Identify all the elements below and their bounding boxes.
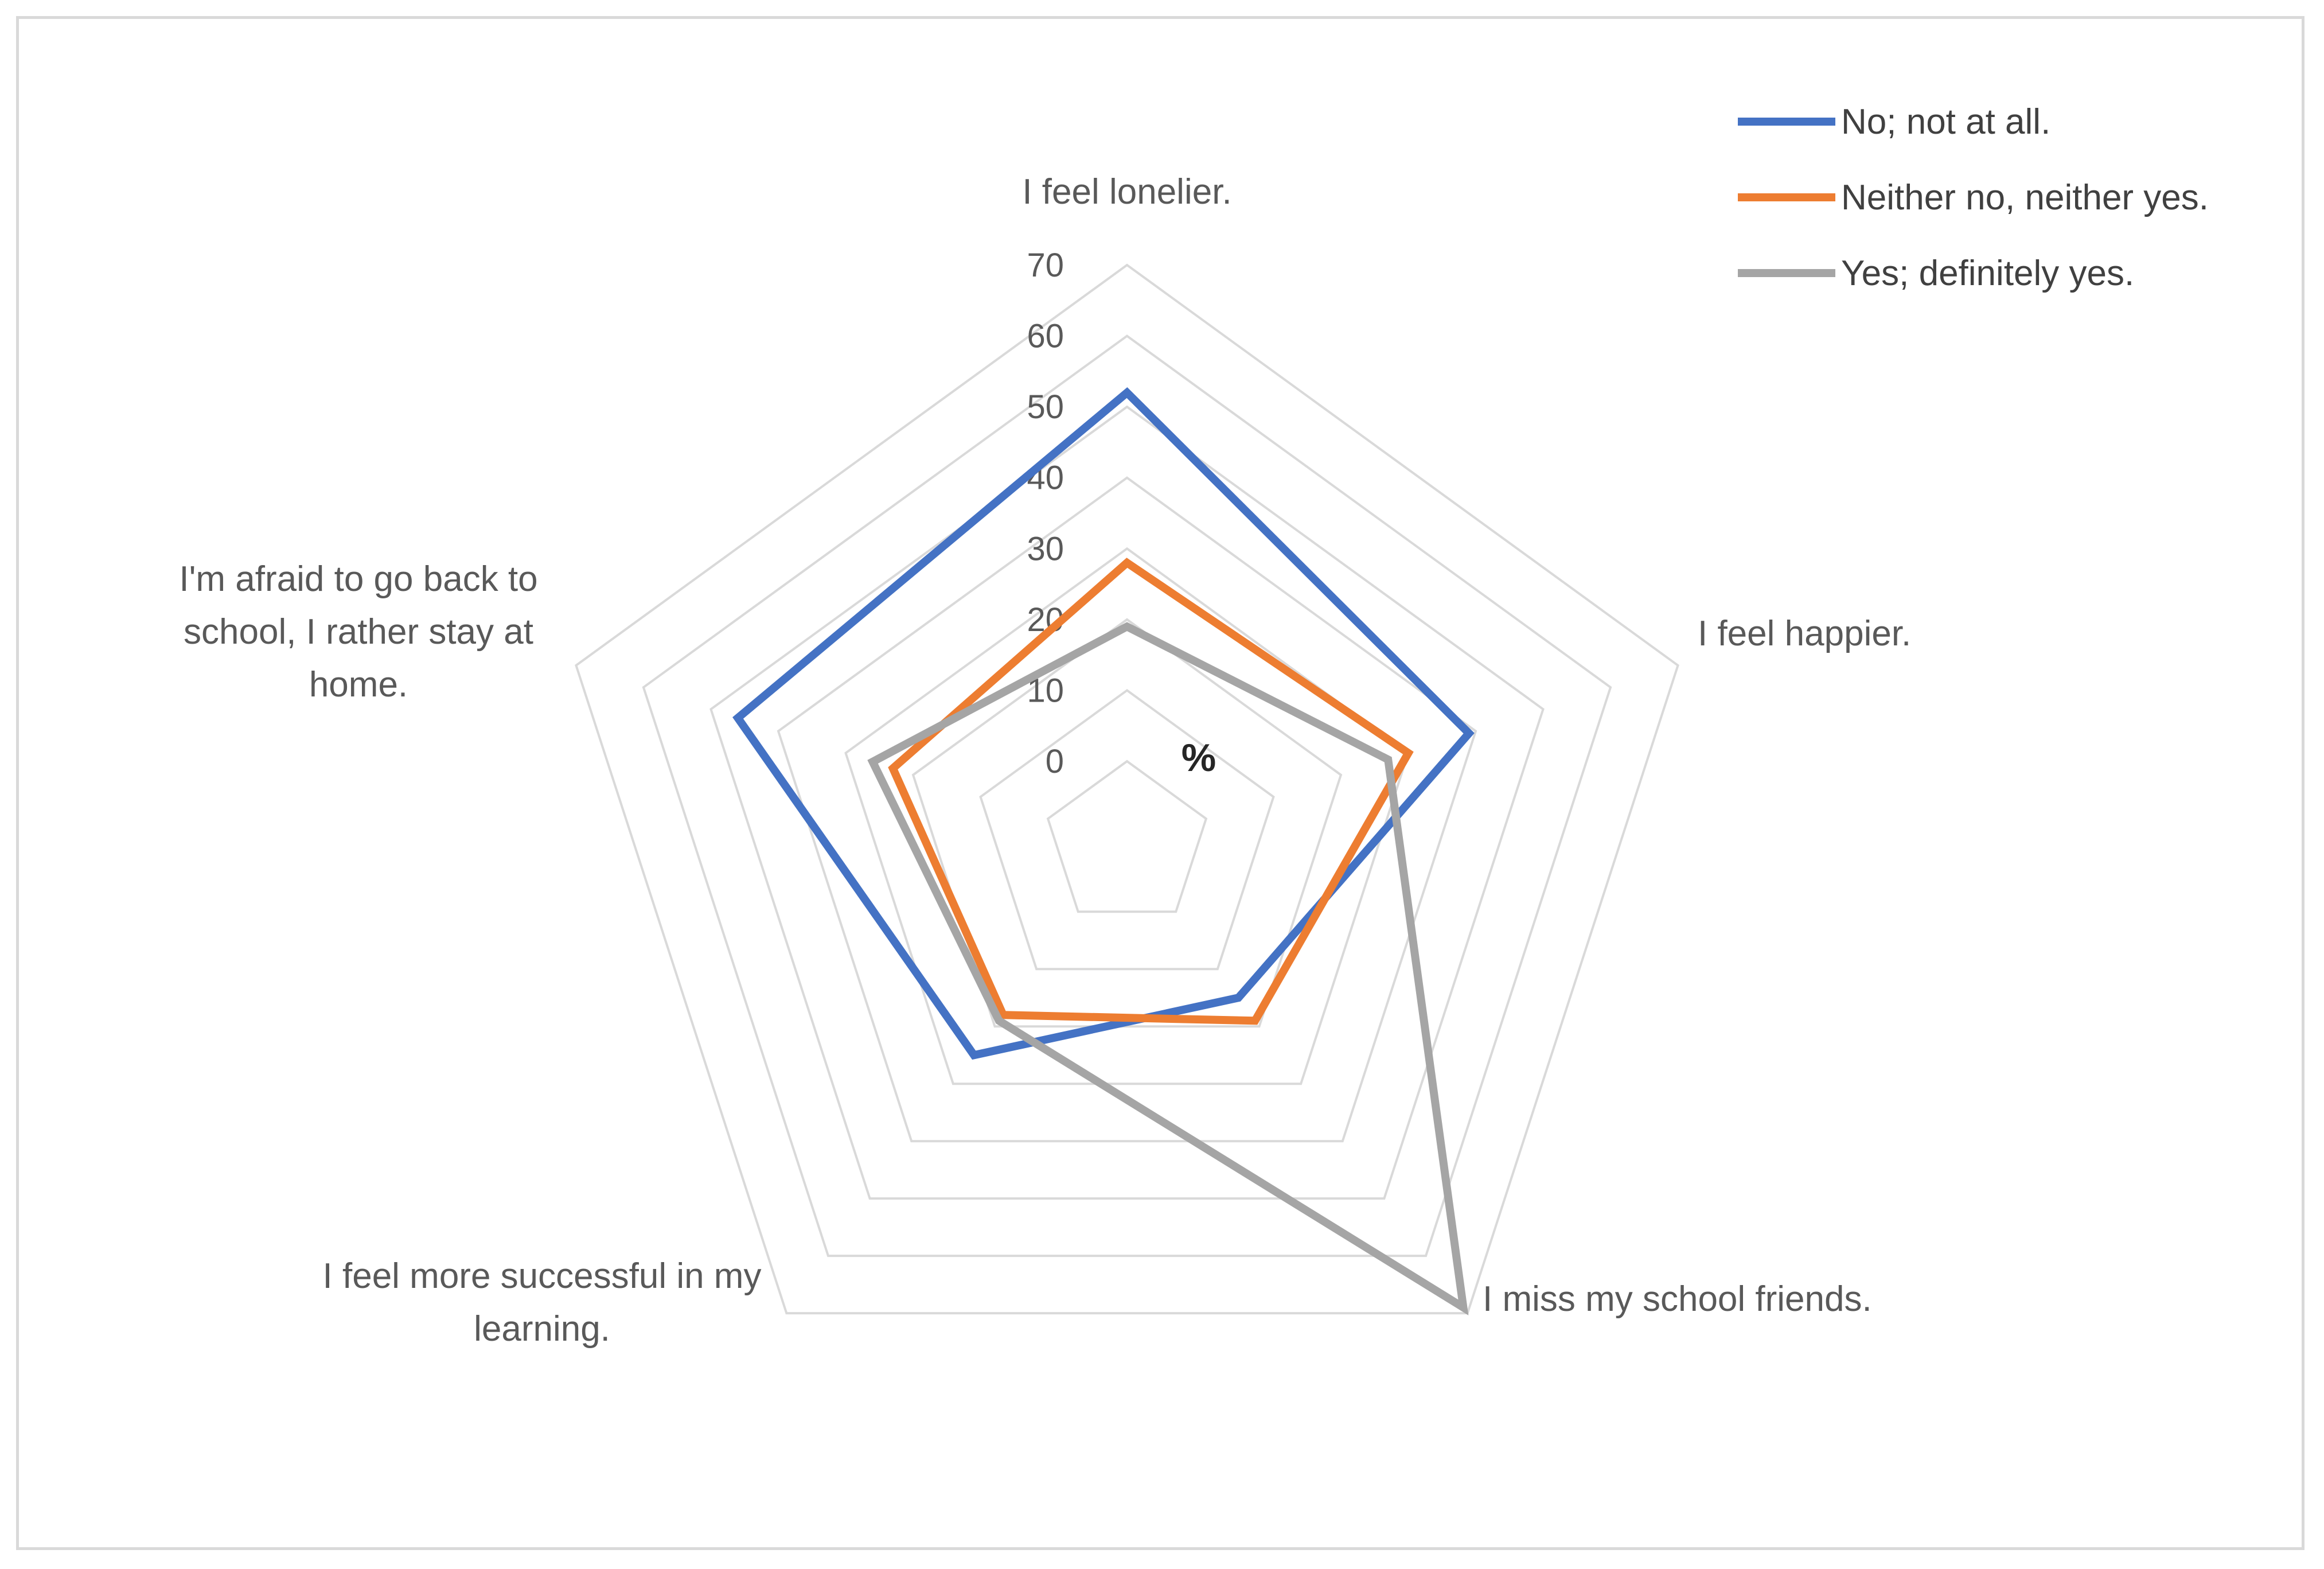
category-label-line: I feel happier. [1698,614,1911,653]
series-line-2 [867,622,1469,1315]
chart-frame [16,16,2304,1550]
category-label-4: I'm afraid to go back to school, I rather… [179,559,537,704]
legend-label-1: Neither no, neither yes. [1841,178,2209,217]
category-label-line: I miss my school friends. [1483,1279,1872,1319]
category-labels: I feel lonelier. I feel happier. I miss my… [179,172,1911,1349]
grid [575,263,1679,1315]
data-series [732,387,1475,1315]
legend-label-0: No; not at all. [1841,102,2050,142]
category-label-1: I feel happier. [1698,614,1911,653]
tick-label-50: 50 [1027,388,1064,426]
tick-label-60: 60 [1027,318,1064,355]
grid-ring-40 [777,476,1477,1143]
category-label-line: home. [309,665,408,704]
tick-label-30: 30 [1027,530,1064,567]
legend-label-2: Yes; definitely yes. [1841,254,2134,293]
tick-label-70: 70 [1027,247,1064,284]
category-label-2: I miss my school friends. [1483,1279,1872,1319]
category-label-line: I feel more successful in my [323,1256,762,1296]
grid-ring-0 [1046,760,1208,913]
grid-ring-50 [709,405,1545,1200]
series-line-0 [732,387,1475,1060]
grid-ring-10 [979,688,1275,971]
legend: No; not at all. Neither no, neither yes. Y… [1738,102,2209,293]
unit-label: % [1182,736,1216,780]
category-label-line: learning. [474,1309,610,1349]
category-label-line: school, I rather stay at [184,612,533,652]
category-label-line: I'm afraid to go back to [179,559,537,599]
grid-ring-20 [911,618,1343,1028]
tick-label-0: 0 [1046,743,1064,780]
category-label-3: I feel more successful in my learning. [323,1256,762,1349]
category-label-0: I feel lonelier. [1022,172,1231,212]
grid-ring-70 [575,263,1679,1315]
category-label-line: I feel lonelier. [1022,172,1231,212]
grid-ring-60 [642,334,1612,1257]
